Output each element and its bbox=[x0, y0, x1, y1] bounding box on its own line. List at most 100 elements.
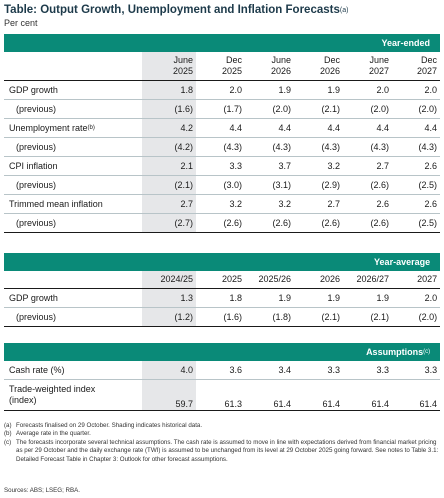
header-blank bbox=[4, 52, 142, 81]
assumptions-footnote-ref: (c) bbox=[423, 348, 431, 355]
table-cell: 2.0 bbox=[392, 288, 441, 308]
table-row: GDP growth 1.8 2.0 1.9 1.9 2.0 2.0 bbox=[4, 80, 441, 100]
row-label: Trade-weighted index (index) bbox=[4, 379, 142, 411]
table-cell: (4.2) bbox=[142, 137, 196, 157]
table-cell: (2.0) bbox=[392, 99, 441, 119]
table-row: Unemployment rate(b) 4.2 4.4 4.4 4.4 4.4 4.4 bbox=[4, 118, 441, 138]
column-header: Dec 2026 bbox=[294, 52, 343, 81]
table-cell: (4.3) bbox=[392, 137, 441, 157]
assumptions-band: Assumptions(c) bbox=[4, 343, 441, 361]
table-cell: (1.6) bbox=[142, 99, 196, 119]
table-cell: 2.7 bbox=[142, 194, 196, 214]
table-row: Trade-weighted index (index) 59.7 61.3 61.4 6… bbox=[4, 379, 441, 411]
table-cell: 61.4 bbox=[294, 379, 343, 411]
table-row: (previous) (4.2) (4.3) (4.3) (4.3) (4.3) (4.3) bbox=[4, 137, 441, 157]
row-label: CPI inflation bbox=[4, 156, 142, 176]
row-label: (previous) bbox=[4, 213, 142, 233]
table-cell: (4.3) bbox=[294, 137, 343, 157]
table-row: GDP growth 1.3 1.8 1.9 1.9 1.9 2.0 bbox=[4, 288, 441, 308]
column-header: June 2026 bbox=[245, 52, 294, 81]
table-cell: (2.6) bbox=[343, 175, 392, 195]
table-cell: (2.1) bbox=[294, 99, 343, 119]
table-cell: 3.3 bbox=[343, 361, 392, 380]
table-cell: 59.7 bbox=[142, 379, 196, 411]
column-header: 2024/25 bbox=[142, 271, 196, 289]
title-footnote-ref: (a) bbox=[339, 7, 349, 14]
column-header: 2027 bbox=[392, 271, 441, 289]
row-label: (previous) bbox=[4, 175, 142, 195]
column-header: 2026/27 bbox=[343, 271, 392, 289]
table-cell: 61.4 bbox=[245, 379, 294, 411]
table-cell: (2.6) bbox=[196, 213, 245, 233]
table-cell: 2.6 bbox=[392, 156, 441, 176]
table-cell: 3.3 bbox=[196, 156, 245, 176]
table-cell: (4.3) bbox=[343, 137, 392, 157]
footnotes: (a) Forecasts finalised on 29 October. Sh… bbox=[4, 422, 440, 464]
table-cell: 3.2 bbox=[245, 194, 294, 214]
table-cell: 1.9 bbox=[294, 80, 343, 100]
table-cell: 3.6 bbox=[196, 361, 245, 380]
unit-label: Per cent bbox=[4, 18, 38, 28]
table-cell: 3.7 bbox=[245, 156, 294, 176]
table-cell: (1.7) bbox=[196, 99, 245, 119]
table-cell: 2.7 bbox=[294, 194, 343, 214]
table-cell: 2.6 bbox=[343, 194, 392, 214]
table-cell: (1.2) bbox=[142, 307, 196, 327]
table-cell: 2.0 bbox=[392, 80, 441, 100]
table-cell: (2.7) bbox=[142, 213, 196, 233]
table-cell: 4.0 bbox=[142, 361, 196, 380]
table-cell: 1.8 bbox=[196, 288, 245, 308]
footnote: (a) Forecasts finalised on 29 October. Sh… bbox=[4, 422, 203, 429]
column-header: 2025/26 bbox=[245, 271, 294, 289]
table-cell: 4.4 bbox=[196, 118, 245, 138]
table-cell: (1.6) bbox=[196, 307, 245, 327]
table-cell: (2.9) bbox=[294, 175, 343, 195]
table-cell: (2.6) bbox=[294, 213, 343, 233]
table-cell: (2.5) bbox=[392, 175, 441, 195]
table-cell: 3.3 bbox=[392, 361, 441, 380]
table-row: (previous) (2.1) (3.0) (3.1) (2.9) (2.6) (2.5) bbox=[4, 175, 441, 195]
page-title: Table: Output Growth, Unemployment and I… bbox=[4, 4, 349, 16]
row-label: (previous) bbox=[4, 137, 142, 157]
table-cell: 3.3 bbox=[294, 361, 343, 380]
table-row: CPI inflation 2.1 3.3 3.7 3.2 2.7 2.6 bbox=[4, 156, 441, 176]
table-cell: 2.0 bbox=[196, 80, 245, 100]
table-cell: 2.6 bbox=[392, 194, 441, 214]
table-cell: (2.1) bbox=[142, 175, 196, 195]
table-cell: 1.9 bbox=[245, 288, 294, 308]
table-row: (previous) (1.6) (1.7) (2.0) (2.1) (2.0) (2.0) bbox=[4, 99, 441, 119]
header-blank bbox=[4, 271, 142, 289]
table-cell: 4.4 bbox=[392, 118, 441, 138]
column-header: Dec 2027 bbox=[392, 52, 441, 81]
table-cell: 3.4 bbox=[245, 361, 294, 380]
table-cell: 2.7 bbox=[343, 156, 392, 176]
row-label: Trimmed mean inflation bbox=[4, 194, 142, 214]
table-row: Trimmed mean inflation 2.7 3.2 3.2 2.7 2.6 2.6 bbox=[4, 194, 441, 214]
table-cell: 4.4 bbox=[294, 118, 343, 138]
table-cell: (2.0) bbox=[245, 99, 294, 119]
table-cell: 1.9 bbox=[343, 288, 392, 308]
table-cell: 4.2 bbox=[142, 118, 196, 138]
table-cell: (2.0) bbox=[343, 99, 392, 119]
row-label: Unemployment rate(b) bbox=[4, 118, 142, 138]
table-row: (previous) (1.2) (1.6) (1.8) (2.1) (2.1) (2.0) bbox=[4, 307, 441, 327]
table-cell: (4.3) bbox=[196, 137, 245, 157]
row-label: (previous) bbox=[4, 99, 142, 119]
table-cell: (1.8) bbox=[245, 307, 294, 327]
table-cell: (2.6) bbox=[343, 213, 392, 233]
table-cell: (3.1) bbox=[245, 175, 294, 195]
assumptions-table: Assumptions(c) Cash rate (%) 4.0 3.6 3.4 3.3… bbox=[4, 343, 441, 411]
table-cell: (2.1) bbox=[343, 307, 392, 327]
table-row: (previous) (2.7) (2.6) (2.6) (2.6) (2.6) (2.5) bbox=[4, 213, 441, 233]
table-cell: 61.3 bbox=[196, 379, 245, 411]
year-ended-table: Year-ended June 2025 Dec 2025 June 2026 Dec… bbox=[4, 34, 441, 233]
table-cell: 1.3 bbox=[142, 288, 196, 308]
column-header: 2026 bbox=[294, 271, 343, 289]
row-label: GDP growth bbox=[4, 80, 142, 100]
footnote: (b) Average rate in the quarter. bbox=[4, 430, 91, 438]
table-cell: (3.0) bbox=[196, 175, 245, 195]
column-header: 2025 bbox=[196, 271, 245, 289]
year-ended-band: Year-ended bbox=[4, 34, 441, 52]
table-cell: 2.0 bbox=[343, 80, 392, 100]
